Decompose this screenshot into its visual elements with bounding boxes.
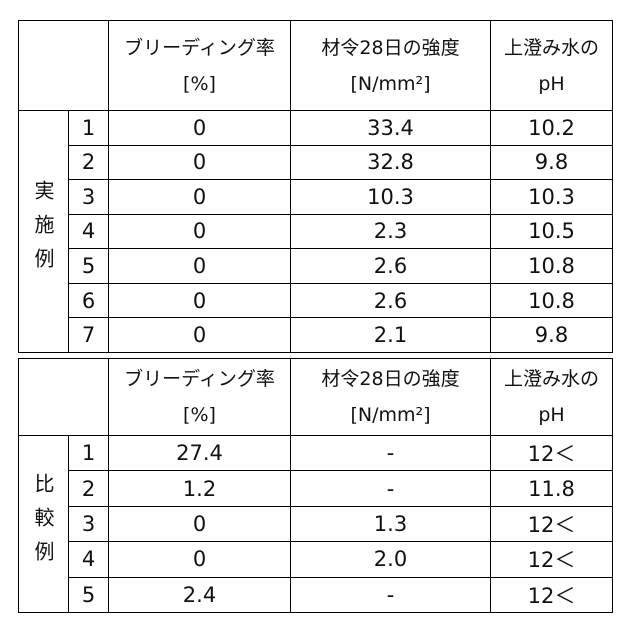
cell: 1.2: [109, 471, 291, 506]
cell: 0: [109, 542, 291, 577]
cell: 10.8: [491, 283, 613, 318]
cell: 5: [69, 249, 109, 284]
data-row: 3010.310.3: [19, 180, 613, 215]
header-cell: ブリーディング率[%]: [109, 21, 291, 111]
cell: 10.2: [491, 111, 613, 146]
data-row: 702.19.8: [19, 318, 613, 353]
group-label: 比較例: [19, 436, 69, 613]
header-line: [N/mm²]: [291, 66, 490, 102]
cell: 0: [109, 506, 291, 541]
cell: 2.1: [291, 318, 491, 353]
cell: 2: [69, 471, 109, 506]
cell: 2: [69, 145, 109, 180]
cell: 0: [109, 214, 291, 249]
cell: 1: [69, 436, 109, 471]
header-line: [%]: [109, 397, 290, 433]
data-row: 21.2-11.8: [19, 471, 613, 506]
header-line: ブリーディング率: [109, 30, 290, 66]
cell: 2.0: [291, 542, 491, 577]
cell: 3: [69, 506, 109, 541]
cell: 12＜: [491, 506, 613, 541]
cell: 27.4: [109, 436, 291, 471]
cell: 12＜: [491, 577, 613, 612]
data-row: 実施例1033.410.2: [19, 111, 613, 146]
cell: 10.3: [291, 180, 491, 215]
cell: 4: [69, 542, 109, 577]
header-line: 上澄み水の: [491, 361, 612, 397]
cell: 0: [109, 111, 291, 146]
header-line: [%]: [109, 66, 290, 102]
cell: 0: [109, 180, 291, 215]
header-line: 材令28日の強度: [291, 361, 490, 397]
cell: 9.8: [491, 145, 613, 180]
cell: 3: [69, 180, 109, 215]
cell: 4: [69, 214, 109, 249]
cell: -: [291, 471, 491, 506]
cell: 12＜: [491, 542, 613, 577]
cell: 7: [69, 318, 109, 353]
cell: 2.3: [291, 214, 491, 249]
header-line: ブリーディング率: [109, 361, 290, 397]
cell: 1: [69, 111, 109, 146]
cell: 10.5: [491, 214, 613, 249]
cell: 6: [69, 283, 109, 318]
cell: 10.3: [491, 180, 613, 215]
cell: 0: [109, 318, 291, 353]
cell: 0: [109, 145, 291, 180]
cell: 2.4: [109, 577, 291, 612]
cell: 12＜: [491, 436, 613, 471]
header-line: [N/mm²]: [291, 397, 490, 433]
header-cell: 上澄み水のpH: [491, 21, 613, 111]
cell: 0: [109, 249, 291, 284]
header-row: ブリーディング率[%]材令28日の強度[N/mm²]上澄み水のpH: [19, 21, 613, 111]
header-cell: 材令28日の強度[N/mm²]: [291, 21, 491, 111]
cell: 2.6: [291, 283, 491, 318]
data-row: 502.610.8: [19, 249, 613, 284]
group-label: 実施例: [19, 111, 69, 353]
header-line: pH: [491, 397, 612, 433]
data-row: 2032.89.8: [19, 145, 613, 180]
header-cell: ブリーディング率[%]: [109, 359, 291, 436]
header-line: pH: [491, 66, 612, 102]
cell: -: [291, 577, 491, 612]
cell: 9.8: [491, 318, 613, 353]
data-row: 比較例127.4-12＜: [19, 436, 613, 471]
table: ブリーディング率[%]材令28日の強度[N/mm²]上澄み水のpH実施例1033…: [18, 20, 613, 353]
data-row: 602.610.8: [19, 283, 613, 318]
data-row: 402.012＜: [19, 542, 613, 577]
table: ブリーディング率[%]材令28日の強度[N/mm²]上澄み水のpH比較例127.…: [18, 358, 613, 613]
header-line: 上澄み水の: [491, 30, 612, 66]
data-row: 301.312＜: [19, 506, 613, 541]
cell: 32.8: [291, 145, 491, 180]
header-row: ブリーディング率[%]材令28日の強度[N/mm²]上澄み水のpH: [19, 359, 613, 436]
data-row: 402.310.5: [19, 214, 613, 249]
cell: 5: [69, 577, 109, 612]
corner-cell: [19, 359, 109, 436]
header-cell: 材令28日の強度[N/mm²]: [291, 359, 491, 436]
cell: 0: [109, 283, 291, 318]
cell: -: [291, 436, 491, 471]
data-row: 52.4-12＜: [19, 577, 613, 612]
cell: 11.8: [491, 471, 613, 506]
page: ブリーディング率[%]材令28日の強度[N/mm²]上澄み水のpH実施例1033…: [0, 0, 640, 640]
header-cell: 上澄み水のpH: [491, 359, 613, 436]
corner-cell: [19, 21, 109, 111]
cell: 1.3: [291, 506, 491, 541]
cell: 10.8: [491, 249, 613, 284]
header-line: 材令28日の強度: [291, 30, 490, 66]
cell: 33.4: [291, 111, 491, 146]
cell: 2.6: [291, 249, 491, 284]
